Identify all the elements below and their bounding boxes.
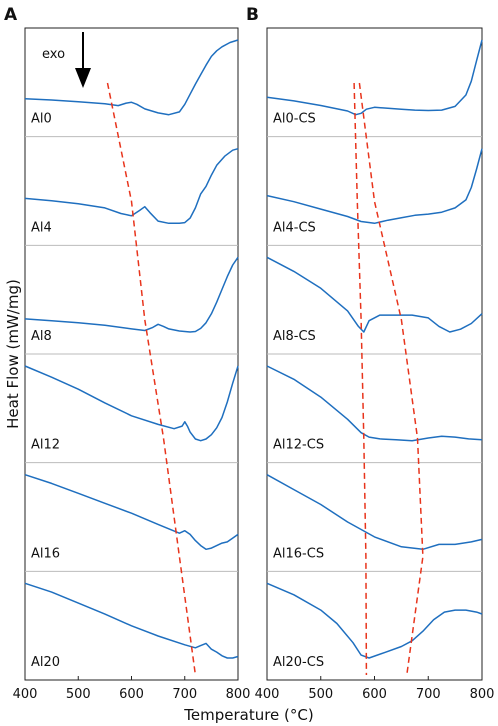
trace-label: Al16-CS <box>273 546 324 561</box>
x-axis-title: Temperature (°C) <box>183 706 313 724</box>
trace-Al12-CS <box>266 365 483 442</box>
guide-line <box>358 82 424 676</box>
x-tick-label: 700 <box>172 687 197 702</box>
trace-Al16-CS <box>266 474 483 551</box>
x-tick-label: 500 <box>308 687 333 702</box>
guide-line <box>106 82 197 676</box>
exo-label: exo <box>42 47 65 62</box>
trace-label: Al4 <box>31 220 52 235</box>
trace-Al4 <box>24 147 239 225</box>
x-tick-label: 600 <box>119 687 144 702</box>
trace-label: Al12 <box>31 438 60 453</box>
trace-Al4-CS <box>266 148 483 225</box>
x-tick-label: 700 <box>416 687 441 702</box>
x-tick-label: 800 <box>470 687 495 702</box>
x-tick-label: 500 <box>66 687 91 702</box>
trace-Al16 <box>24 473 239 551</box>
trace-label: Al0 <box>31 112 52 127</box>
x-tick-label: 400 <box>13 687 38 702</box>
trace-Al0-CS <box>266 39 483 116</box>
trace-Al8 <box>24 256 239 333</box>
trace-Al8-CS <box>266 256 483 333</box>
trace-label: Al16 <box>31 546 60 561</box>
trace-label: Al8 <box>31 329 52 344</box>
x-tick-label: 400 <box>255 687 280 702</box>
y-axis-title: Heat Flow (mW/mg) <box>4 279 22 429</box>
panel-B: B Al0-CS Al4-CS Al8-CS Al12-CS Al16-CS Al20-CS… <box>246 5 494 702</box>
trace-label: Al20-CS <box>273 655 324 670</box>
trace-Al20 <box>24 582 239 659</box>
trace-label: Al0-CS <box>273 112 316 127</box>
exo-arrow-head <box>75 68 91 88</box>
x-tick-label: 800 <box>226 687 251 702</box>
panel-letter: B <box>246 5 259 25</box>
trace-label: Al12-CS <box>273 438 324 453</box>
panel-A: A Al0 Al4 Al8 Al12 Al16 Al20 400 500 600 700 800 exo <box>4 5 250 702</box>
panel-letter: A <box>4 5 18 25</box>
trace-Al20-CS <box>266 582 483 659</box>
x-tick-label: 600 <box>362 687 387 702</box>
trace-label: Al8-CS <box>273 329 316 344</box>
chart-root: A Al0 Al4 Al8 Al12 Al16 Al20 400 500 600 700 800 exo… <box>4 5 494 724</box>
guide-line <box>353 82 368 676</box>
trace-label: Al4-CS <box>273 220 316 235</box>
trace-Al12 <box>24 365 239 442</box>
trace-label: Al20 <box>31 655 60 670</box>
